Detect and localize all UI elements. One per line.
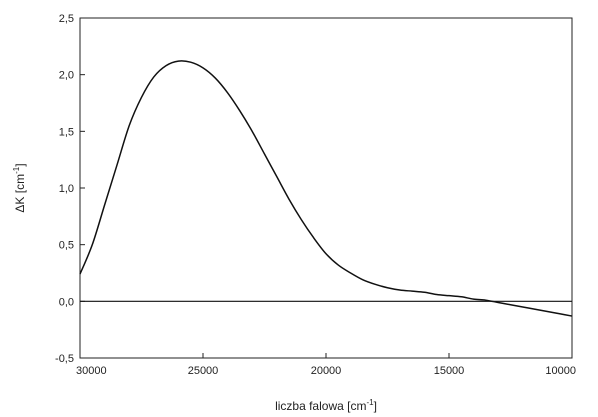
y-tick-label: -0,5 xyxy=(55,353,74,365)
series-line xyxy=(79,60,573,317)
x-tick-label: 15000 xyxy=(434,365,465,377)
x-axis-ticks: 30000 25000 20000 15000 10000 xyxy=(76,353,576,377)
y-axis-title: ΔK [cm-1] xyxy=(12,163,27,212)
x-tick-label: 10000 xyxy=(545,365,576,377)
y-tick-label: 0,5 xyxy=(59,240,74,252)
y-tick-label: 2,5 xyxy=(59,13,74,25)
y-axis-ticks: 2,5 2,0 1,5 1,0 0,5 0,0 -0,5 xyxy=(55,13,85,365)
y-tick-label: 0,0 xyxy=(59,296,74,308)
x-tick-label: 25000 xyxy=(188,365,219,377)
y-tick-label: 1,0 xyxy=(59,183,74,195)
y-tick-label: 2,0 xyxy=(59,70,74,82)
x-tick-label: 30000 xyxy=(76,365,107,377)
x-axis-title: liczba falowa [cm-1] xyxy=(275,398,377,413)
y-tick-label: 1,5 xyxy=(59,126,74,138)
x-tick-label: 20000 xyxy=(311,365,342,377)
plot-frame xyxy=(79,17,573,359)
